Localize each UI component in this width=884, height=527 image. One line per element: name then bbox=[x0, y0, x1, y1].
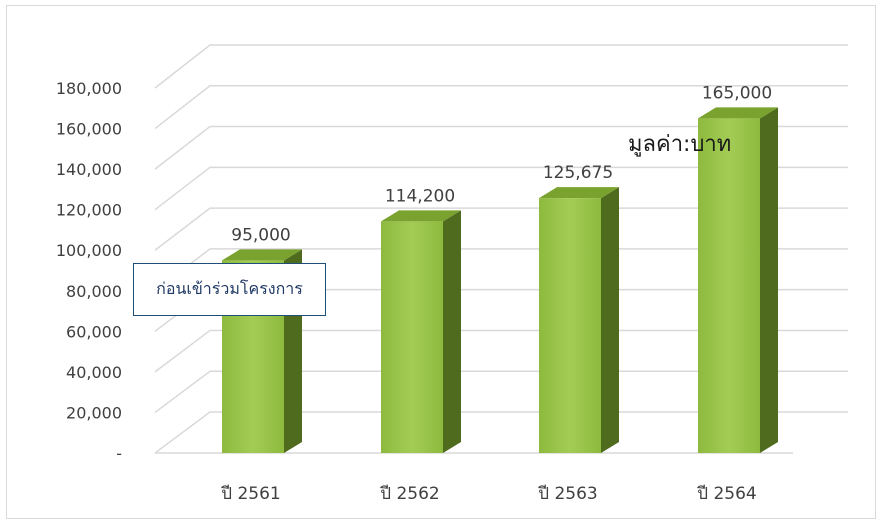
bar-side bbox=[443, 210, 461, 453]
bar-top bbox=[698, 107, 778, 119]
x-category-label: ปี 2561 bbox=[220, 484, 280, 504]
unit-label: มูลค่า:บาท bbox=[628, 132, 731, 157]
y-tick-label: 140,000 bbox=[56, 160, 122, 179]
y-tick-label: 160,000 bbox=[56, 120, 122, 139]
gridline bbox=[154, 370, 848, 414]
gridline bbox=[154, 44, 848, 89]
y-tick-label: 20,000 bbox=[66, 403, 122, 422]
y-tick-label: 180,000 bbox=[56, 79, 122, 98]
data-label: 125,675 bbox=[543, 163, 613, 183]
bar-side bbox=[601, 187, 619, 453]
y-tick-label: - bbox=[116, 444, 122, 463]
gridline bbox=[154, 329, 848, 373]
x-category-label: ปี 2564 bbox=[696, 484, 756, 504]
annotation-callout: ก่อนเข้าร่วมโครงการ bbox=[133, 263, 326, 316]
y-tick-label: 40,000 bbox=[66, 363, 122, 382]
bar-top bbox=[539, 187, 619, 199]
gridline bbox=[154, 411, 848, 454]
data-label: 165,000 bbox=[702, 83, 772, 103]
gridline bbox=[154, 85, 848, 130]
gridline bbox=[154, 207, 848, 251]
data-label: 95,000 bbox=[231, 225, 290, 245]
bar bbox=[698, 118, 760, 454]
bar bbox=[539, 198, 601, 453]
gridline bbox=[154, 166, 848, 211]
gridline bbox=[154, 125, 848, 170]
y-tick-label: 100,000 bbox=[56, 241, 122, 260]
bar-top bbox=[222, 249, 302, 261]
bar bbox=[381, 221, 443, 453]
y-tick-label: 80,000 bbox=[66, 282, 122, 301]
x-category-label: ปี 2563 bbox=[537, 484, 597, 504]
y-tick-label: 60,000 bbox=[66, 322, 122, 341]
bar-side bbox=[760, 107, 778, 454]
y-tick-label: 120,000 bbox=[56, 201, 122, 220]
x-category-label: ปี 2562 bbox=[379, 484, 439, 504]
bar-top bbox=[381, 210, 461, 222]
data-label: 114,200 bbox=[385, 186, 455, 206]
